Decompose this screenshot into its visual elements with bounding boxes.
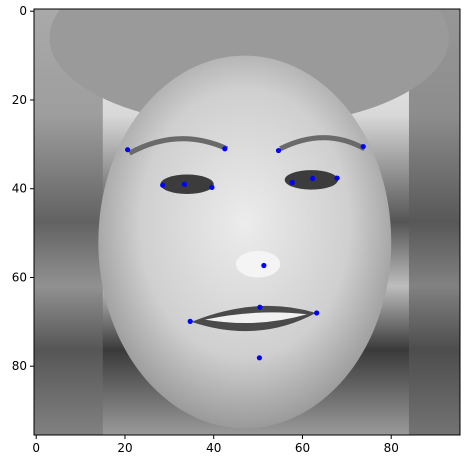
landmark-points: [125, 143, 366, 361]
face-shape: [98, 55, 392, 429]
teeth-shape: [204, 312, 307, 324]
landmark-point-7: [310, 175, 316, 182]
right-eyebrow-shape: [279, 135, 366, 152]
y-tick-label-20: 20: [12, 93, 27, 107]
x-tick-label-20: 20: [117, 441, 132, 455]
landmark-point-6: [275, 147, 282, 154]
landmark-point-4: [209, 184, 215, 190]
landmark-point-13: [187, 318, 193, 324]
x-tick-label-80: 80: [384, 441, 399, 455]
x-tick-label-60: 60: [295, 441, 310, 455]
nose-shape: [235, 250, 281, 278]
plot-frame: [33, 8, 461, 436]
landmark-point-12: [257, 304, 263, 310]
axes: 0 20 40 60 80 0 20 40 60 80: [12, 4, 461, 455]
landmark-point-8: [289, 179, 295, 186]
y-tick-label-0: 0: [19, 4, 27, 18]
landmark-point-1: [160, 182, 166, 188]
face-photo: [34, 9, 460, 435]
landmark-point-9: [334, 175, 340, 181]
landmark-point-11: [261, 262, 267, 269]
landmark-point-15: [256, 355, 263, 361]
landmark-point-14: [314, 310, 320, 316]
y-tick-label-40: 40: [12, 182, 27, 196]
landmark-point-10: [360, 143, 366, 150]
landmark-point-3: [181, 181, 188, 187]
left-eye-shape: [160, 174, 214, 195]
landmark-point-5: [222, 146, 228, 152]
y-tick-label-60: 60: [12, 270, 27, 284]
x-tick-label-0: 0: [32, 441, 40, 455]
landmark-point-2: [125, 147, 131, 153]
x-tick-label-40: 40: [206, 441, 221, 455]
y-tick-label-80: 80: [12, 359, 27, 373]
left-eyebrow-shape: [128, 136, 229, 156]
